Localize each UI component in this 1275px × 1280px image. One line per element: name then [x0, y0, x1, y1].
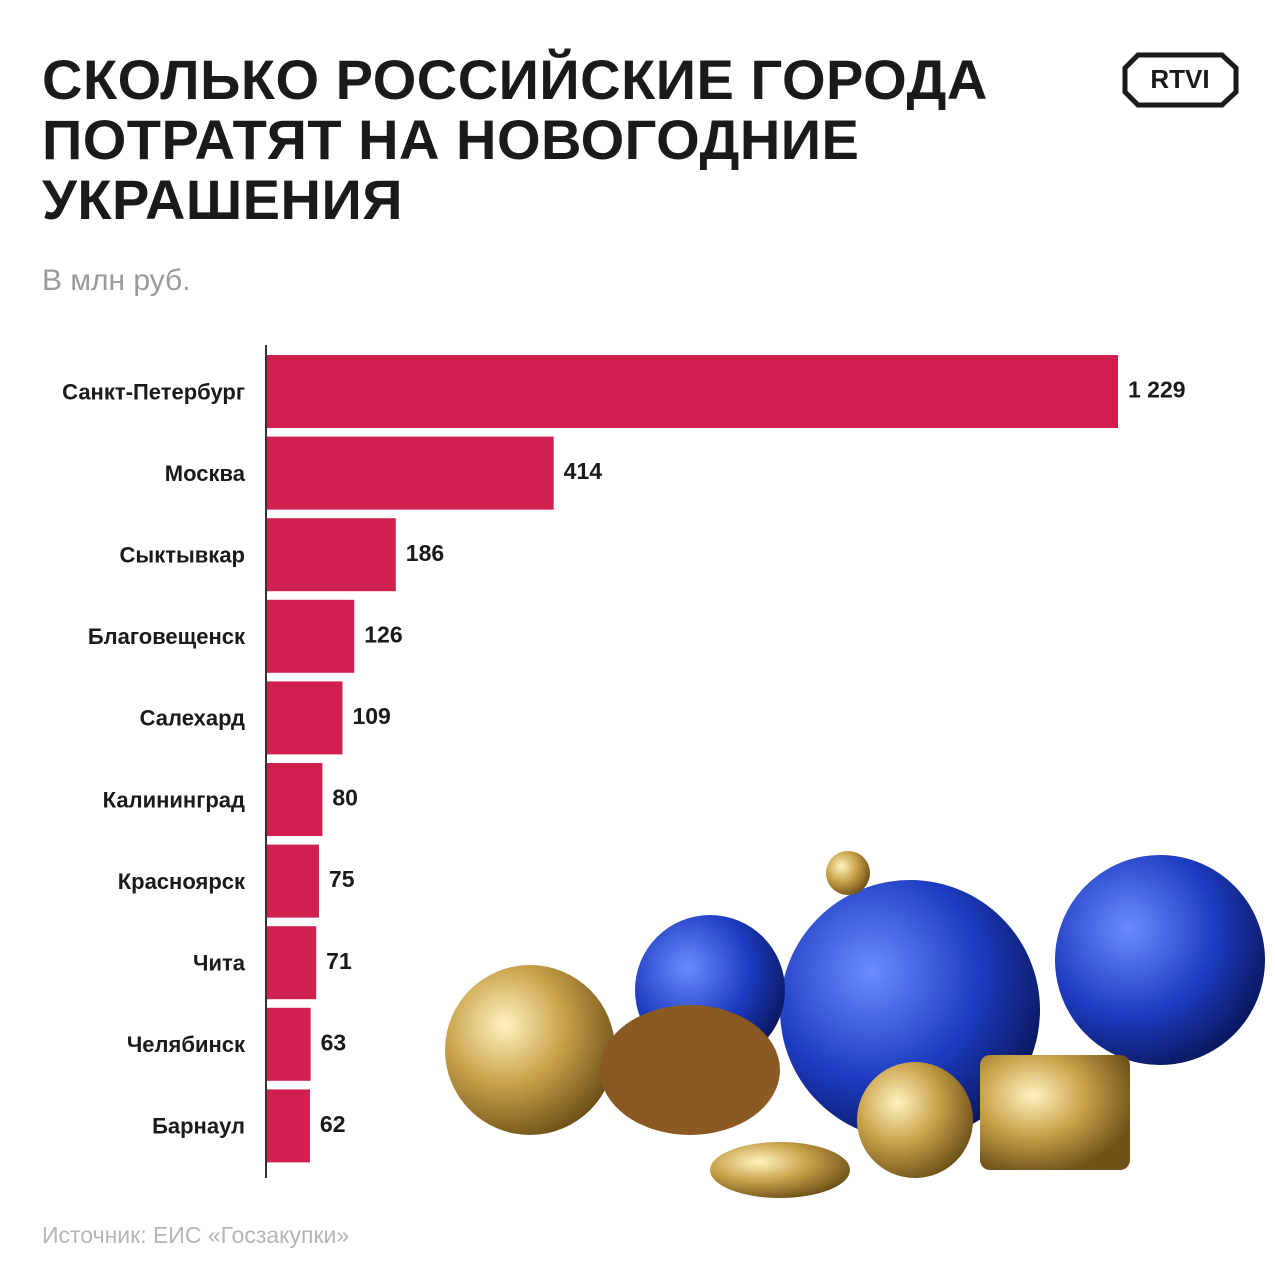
bar	[267, 599, 355, 673]
bar	[267, 518, 396, 592]
category-label: Красноярск	[118, 869, 246, 894]
category-label: Сыктывкар	[120, 543, 245, 568]
logo-text: RTVI	[1150, 64, 1209, 94]
ornament-decoration	[445, 851, 1265, 1198]
value-label: 1 229	[1128, 377, 1186, 403]
bar	[267, 844, 319, 918]
bar	[267, 1089, 310, 1163]
logo: RTVI	[1122, 52, 1239, 108]
category-label: Санкт-Петербург	[62, 379, 245, 404]
value-label: 414	[564, 458, 603, 484]
bar	[267, 763, 323, 836]
bar	[267, 355, 1118, 428]
bar	[267, 1007, 311, 1081]
value-label: 63	[321, 1029, 347, 1055]
category-label: Калининград	[103, 787, 245, 812]
value-label: 80	[332, 785, 358, 811]
source-note: Источник: ЕИС «Госзакупки»	[42, 1222, 350, 1248]
bar	[267, 436, 554, 510]
category-label: Чита	[193, 951, 246, 976]
value-label: 186	[406, 540, 444, 566]
bar	[267, 926, 317, 1000]
value-label: 109	[352, 703, 390, 729]
category-label: Салехард	[140, 706, 245, 731]
chart-title: СКОЛЬКО РОССИЙСКИЕ ГОРОДА ПОТРАТЯТ НА НО…	[42, 48, 988, 231]
category-label: Барнаул	[152, 1114, 245, 1139]
category-label: Челябинск	[127, 1032, 246, 1057]
category-label: Москва	[165, 461, 246, 486]
category-label: Благовещенск	[88, 624, 246, 649]
chart-subtitle: В млн руб.	[42, 264, 191, 297]
value-label: 62	[320, 1111, 346, 1137]
value-label: 75	[329, 866, 355, 892]
value-label: 126	[364, 621, 402, 647]
value-label: 71	[326, 948, 352, 974]
bar	[267, 681, 343, 755]
